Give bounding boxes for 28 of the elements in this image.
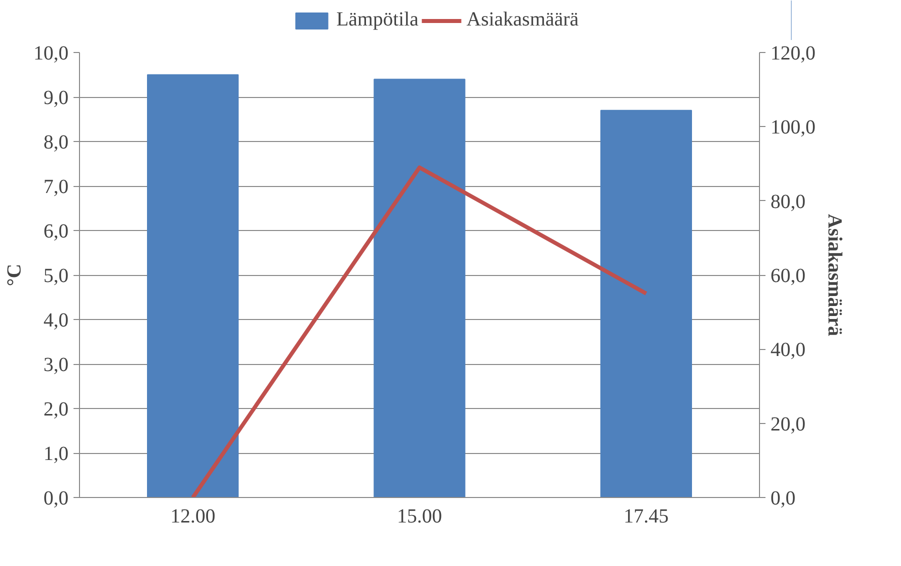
y-tick-label: 1,0 xyxy=(44,443,68,465)
y-tick-label: 6,0 xyxy=(44,220,68,242)
x-tick-label: 17.45 xyxy=(624,506,669,528)
y-tick-label: 9,0 xyxy=(44,87,68,109)
bar xyxy=(600,110,692,498)
y2-tick-label: 80,0 xyxy=(770,190,806,213)
y-tick-label: 0,0 xyxy=(44,488,68,510)
y-tick-label: 4,0 xyxy=(44,310,68,332)
bar xyxy=(147,74,239,498)
y-tick-label: 7,0 xyxy=(44,176,68,198)
legend-label: Lämpötila xyxy=(336,8,419,32)
y-tick-label: 3,0 xyxy=(44,354,68,376)
legend-label: Asiakasmäärä xyxy=(466,8,579,32)
x-tick-label: 12.00 xyxy=(170,506,216,528)
y-tick-label: 5,0 xyxy=(44,265,68,287)
y2-tick-label: 40,0 xyxy=(770,339,806,362)
y2-axis-title: Asiakasmäärä xyxy=(824,214,846,336)
y-tick-label: 8,0 xyxy=(44,132,68,154)
x-tick-label: 15.00 xyxy=(397,506,442,528)
y2-tick-label: 0,0 xyxy=(770,488,796,510)
y2-tick-label: 20,0 xyxy=(770,413,806,436)
y-axis-title: °C xyxy=(4,264,26,286)
bar xyxy=(374,78,466,498)
y-tick-label: 2,0 xyxy=(44,398,68,420)
y2-tick-label: 100,0 xyxy=(770,116,816,139)
y2-tick-label: 120,0 xyxy=(770,42,816,64)
y2-tick-label: 60,0 xyxy=(770,265,806,287)
y-tick-label: 10,0 xyxy=(34,42,68,64)
